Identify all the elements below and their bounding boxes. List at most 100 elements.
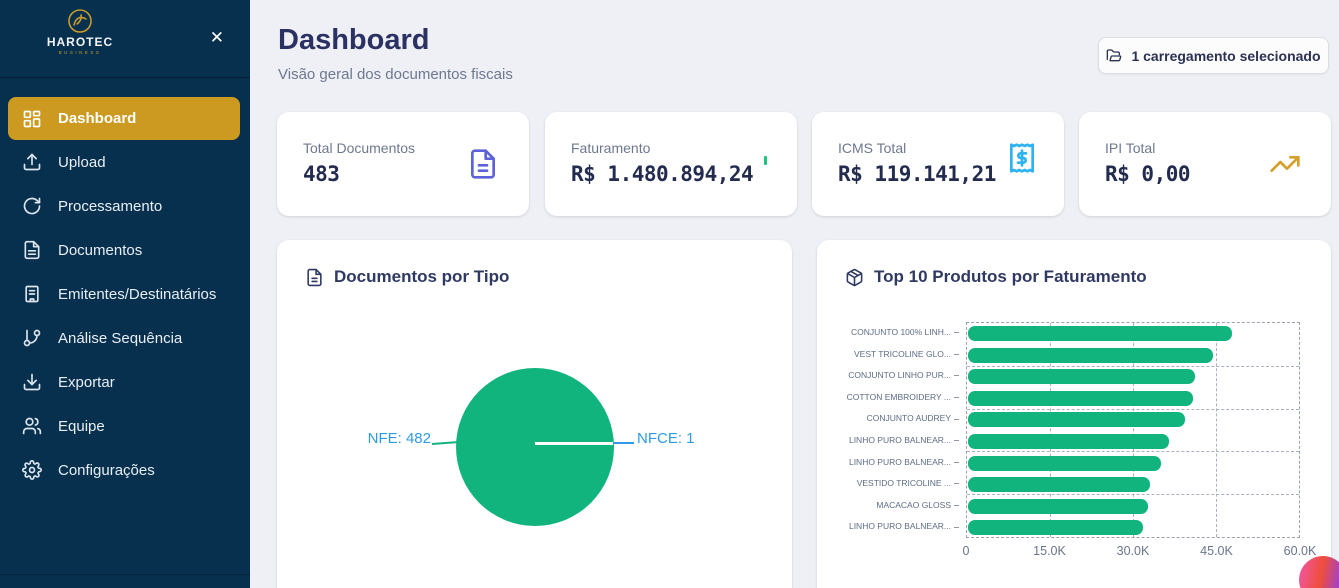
page-subtitle: Visão geral dos documentos fiscais bbox=[278, 66, 513, 83]
git-branch-icon bbox=[23, 329, 41, 347]
file-text-icon bbox=[471, 149, 495, 179]
sidebar-item-upload[interactable]: Upload bbox=[0, 140, 250, 184]
sidebar-item-emitentes-destinatarios[interactable]: Emitentes/Destinatários bbox=[0, 272, 250, 316]
sidebar-item-processamento[interactable]: Processamento bbox=[0, 184, 250, 228]
sidebar-item-configuracoes[interactable]: Configurações bbox=[0, 448, 250, 492]
bar-5[interactable] bbox=[968, 434, 1169, 449]
pie-leader-line-nfce-outer bbox=[613, 442, 634, 444]
pie-leader-line-nfe bbox=[431, 441, 460, 445]
stat-card-total-documentos: Total Documentos 483 bbox=[277, 112, 529, 216]
bar-8[interactable] bbox=[968, 498, 1148, 514]
gear-icon bbox=[22, 460, 42, 480]
bar-category-label: COTTON EMBROIDERY ... bbox=[829, 387, 959, 409]
bar-category-label: VESTIDO TRICOLINE ... bbox=[829, 473, 959, 495]
x-tick-label: 0 bbox=[962, 544, 970, 558]
bar-1[interactable] bbox=[968, 347, 1213, 363]
gridline-vertical bbox=[1133, 323, 1134, 537]
stat-value: R$ 119.141,21 bbox=[838, 162, 996, 186]
stat-label: ICMS Total bbox=[838, 140, 907, 156]
logo: HAROTEC BUSINESS bbox=[30, 8, 130, 55]
x-tick-label: 30.0K bbox=[1116, 544, 1150, 558]
sidebar-nav: Dashboard Upload Processamento Documento… bbox=[0, 78, 250, 492]
sidebar-item-documentos[interactable]: Documentos bbox=[0, 228, 250, 272]
folder-open-icon bbox=[1107, 48, 1122, 61]
stat-label: Faturamento bbox=[571, 140, 651, 156]
stat-card-icms-total: ICMS Total R$ 119.141,21 bbox=[812, 112, 1064, 216]
stat-value: R$ 1.480.894,24 bbox=[571, 162, 754, 186]
sidebar-item-label: Exportar bbox=[58, 373, 115, 391]
bar-7[interactable] bbox=[968, 477, 1151, 493]
sidebar-item-label: Emitentes/Destinatários bbox=[58, 285, 217, 303]
gridline-horizontal bbox=[967, 408, 1299, 410]
sidebar-item-analise-sequencia[interactable]: Análise Sequência bbox=[0, 316, 250, 360]
bar-4[interactable] bbox=[968, 412, 1186, 428]
stat-value: R$ 0,00 bbox=[1105, 162, 1191, 186]
pie-label-nfce: NFCE: 1 bbox=[637, 430, 695, 447]
bar-category-label: CONJUNTO LINHO PUR... bbox=[829, 365, 959, 387]
sidebar-item-label: Upload bbox=[58, 153, 106, 171]
download-icon bbox=[23, 373, 41, 391]
bar-category-label: MACACAO GLOSS bbox=[829, 495, 959, 517]
sidebar-item-label: Análise Sequência bbox=[58, 329, 183, 347]
dashboard-grid-icon bbox=[23, 110, 41, 127]
documentos-por-tipo-card: Documentos por Tipo NFE: 482 NFCE: 1 bbox=[277, 240, 792, 588]
package-icon bbox=[846, 268, 863, 286]
refresh-icon bbox=[23, 197, 41, 215]
bar-6[interactable] bbox=[968, 455, 1162, 471]
sidebar-item-label: Configurações bbox=[58, 461, 155, 479]
sidebar-item-dashboard[interactable]: Dashboard bbox=[8, 97, 240, 140]
top-produtos-card: Top 10 Produtos por Faturamento CONJUNTO… bbox=[817, 240, 1331, 588]
sidebar-item-label: Equipe bbox=[58, 417, 105, 435]
upload-icon bbox=[23, 153, 41, 171]
bar-category-label: CONJUNTO AUDREY bbox=[829, 408, 959, 430]
stat-value: 483 bbox=[303, 162, 340, 186]
bar-2[interactable] bbox=[968, 369, 1195, 385]
bar-plot-area bbox=[966, 322, 1300, 538]
gridline-vertical bbox=[1050, 323, 1051, 537]
file-text-icon bbox=[24, 240, 40, 260]
sidebar-item-exportar[interactable]: Exportar bbox=[0, 360, 250, 404]
stat-label: IPI Total bbox=[1105, 140, 1156, 156]
file-text-icon bbox=[307, 268, 322, 286]
pie-card-title: Documentos por Tipo bbox=[305, 267, 509, 287]
harotec-emblem-icon bbox=[68, 9, 92, 33]
sidebar-logo-band: HAROTEC BUSINESS ✕ bbox=[0, 0, 250, 78]
bar-category-label: LINHO PURO BALNEAR... bbox=[829, 430, 959, 452]
sidebar-item-equipe[interactable]: Equipe bbox=[0, 404, 250, 448]
bar-0[interactable] bbox=[968, 326, 1233, 341]
stat-label: Total Documentos bbox=[303, 140, 416, 156]
gridline-horizontal bbox=[967, 494, 1299, 496]
carregamento-selecionado-button[interactable]: 1 carregamento selecionado bbox=[1098, 37, 1329, 74]
pie-slice-nfe[interactable] bbox=[456, 368, 614, 526]
bar-category-label: LINHO PURO BALNEAR... bbox=[829, 452, 959, 474]
gridline-horizontal bbox=[967, 451, 1299, 453]
pie-label-nfe: NFE: 482 bbox=[367, 430, 431, 447]
sidebar-close-button[interactable]: ✕ bbox=[209, 28, 224, 47]
trending-up-icon bbox=[1270, 156, 1300, 172]
bar-card-title-text: Top 10 Produtos por Faturamento bbox=[874, 267, 1147, 286]
sidebar-item-label: Documentos bbox=[58, 241, 143, 259]
pie-card-title-text: Documentos por Tipo bbox=[334, 267, 510, 286]
sidebar: HAROTEC BUSINESS ✕ Dashboard Upload Proc… bbox=[0, 0, 250, 588]
bar-category-label: LINHO PURO BALNEAR... bbox=[829, 516, 959, 538]
carregamento-selecionado-label: 1 carregamento selecionado bbox=[1131, 47, 1321, 64]
logo-title: HAROTEC bbox=[46, 35, 114, 49]
bar-category-label: CONJUNTO 100% LINH... bbox=[829, 322, 959, 344]
sidebar-divider bbox=[0, 574, 250, 575]
pie-leader-line-nfce-inner bbox=[535, 442, 613, 445]
gridline-vertical bbox=[1216, 323, 1217, 537]
dollar-icon bbox=[764, 156, 767, 165]
logo-subtitle: BUSINESS bbox=[58, 50, 102, 55]
bar-category-label: VEST TRICOLINE GLO... bbox=[829, 344, 959, 366]
sidebar-item-label: Processamento bbox=[58, 197, 163, 215]
x-tick-label: 15.0K bbox=[1033, 544, 1066, 558]
building-icon bbox=[25, 285, 39, 303]
x-tick-label: 60.0K bbox=[1283, 544, 1317, 558]
bar-3[interactable] bbox=[968, 390, 1194, 406]
x-tick-label: 45.0K bbox=[1200, 544, 1233, 558]
page-title: Dashboard bbox=[278, 24, 430, 56]
receipt-icon bbox=[1010, 143, 1034, 173]
bar-card-title: Top 10 Produtos por Faturamento bbox=[845, 267, 1147, 287]
bar-9[interactable] bbox=[968, 520, 1144, 536]
